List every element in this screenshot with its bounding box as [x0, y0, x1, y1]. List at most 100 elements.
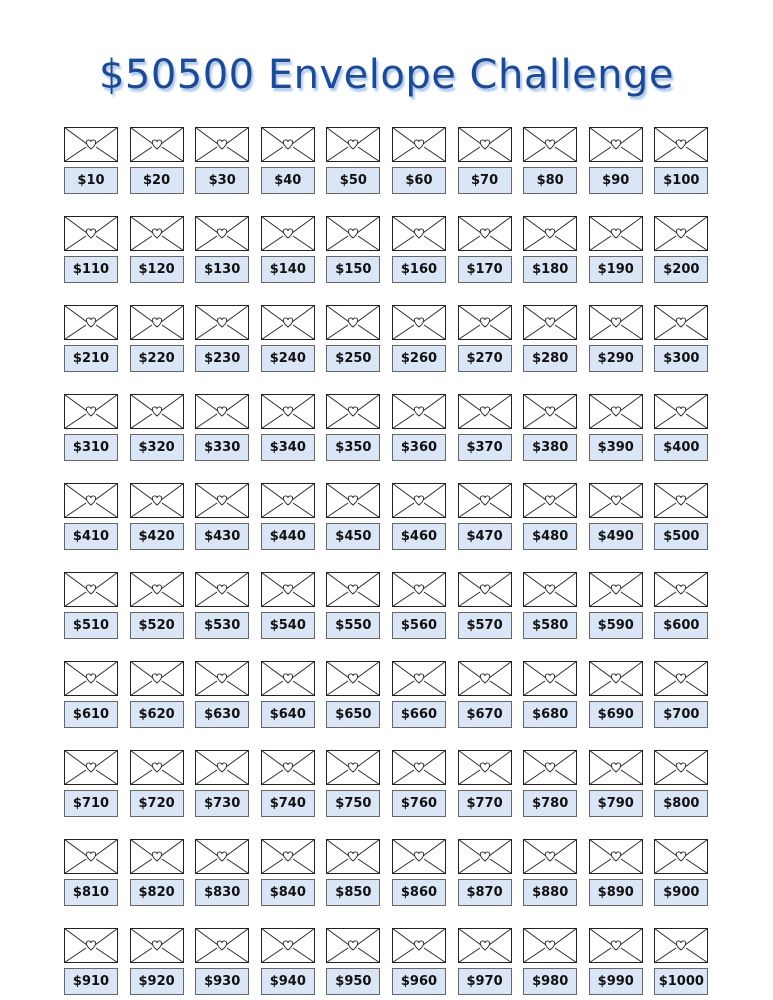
envelope-with-heart-icon — [523, 305, 578, 340]
envelope-cell: $10 — [64, 127, 118, 194]
envelope-with-heart-icon — [64, 661, 118, 696]
envelope-amount: $450 — [326, 523, 381, 550]
envelope-with-heart-icon — [260, 394, 315, 429]
envelope-amount: $990 — [588, 968, 643, 995]
envelope-cell: $670 — [457, 661, 512, 728]
envelope-with-heart-icon — [260, 750, 315, 785]
envelope-with-heart-icon — [457, 572, 512, 607]
envelope-amount: $160 — [391, 256, 446, 283]
envelope-cell: $760 — [391, 750, 446, 817]
envelope-cell: $470 — [457, 483, 512, 550]
envelope-cell: $30 — [195, 127, 250, 194]
envelope-amount: $360 — [391, 434, 446, 461]
envelope-with-heart-icon — [523, 839, 578, 874]
envelope-cell: $640 — [260, 661, 315, 728]
envelope-cell: $440 — [260, 483, 315, 550]
envelope-cell: $520 — [129, 572, 184, 639]
envelope-amount: $740 — [260, 790, 315, 817]
envelope-amount: $270 — [457, 345, 512, 372]
envelope-amount: $180 — [523, 256, 578, 283]
envelope-amount: $590 — [588, 612, 643, 639]
envelope-with-heart-icon — [129, 483, 184, 518]
envelope-cell: $970 — [457, 928, 512, 995]
envelope-amount: $110 — [64, 256, 118, 283]
envelope-amount: $170 — [457, 256, 512, 283]
envelope-amount: $1000 — [654, 968, 709, 995]
envelope-cell: $590 — [588, 572, 643, 639]
envelope-cell: $260 — [391, 305, 446, 372]
envelope-cell: $890 — [588, 839, 643, 906]
envelope-cell: $920 — [129, 928, 184, 995]
envelope-cell: $550 — [326, 572, 381, 639]
envelope-cell: $740 — [260, 750, 315, 817]
envelope-cell: $830 — [195, 839, 250, 906]
envelope-amount: $290 — [588, 345, 643, 372]
envelope-with-heart-icon — [326, 305, 381, 340]
envelope-cell: $230 — [195, 305, 250, 372]
envelope-amount: $130 — [195, 256, 250, 283]
envelope-cell: $90 — [588, 127, 643, 194]
envelope-with-heart-icon — [588, 483, 643, 518]
envelope-with-heart-icon — [260, 839, 315, 874]
envelope-cell: $410 — [64, 483, 118, 550]
envelope-amount: $310 — [64, 434, 118, 461]
envelope-cell: $570 — [457, 572, 512, 639]
envelope-cell: $980 — [523, 928, 578, 995]
envelope-with-heart-icon — [195, 661, 250, 696]
envelope-with-heart-icon — [654, 750, 709, 785]
envelope-with-heart-icon — [654, 661, 709, 696]
envelope-with-heart-icon — [391, 928, 446, 963]
envelope-amount: $190 — [588, 256, 643, 283]
envelope-amount: $120 — [129, 256, 184, 283]
envelope-amount: $540 — [260, 612, 315, 639]
envelope-with-heart-icon — [588, 127, 643, 162]
envelope-amount: $690 — [588, 701, 643, 728]
envelope-cell: $100 — [654, 127, 709, 194]
envelope-cell: $650 — [326, 661, 381, 728]
envelope-cell: $350 — [326, 394, 381, 461]
envelope-cell: $200 — [654, 216, 709, 283]
envelope-amount: $610 — [64, 701, 118, 728]
envelope-cell: $430 — [195, 483, 250, 550]
envelope-with-heart-icon — [523, 394, 578, 429]
envelope-with-heart-icon — [523, 750, 578, 785]
envelope-amount: $420 — [129, 523, 184, 550]
envelope-with-heart-icon — [326, 661, 381, 696]
envelope-cell: $700 — [654, 661, 709, 728]
envelope-with-heart-icon — [260, 216, 315, 251]
envelope-cell: $660 — [391, 661, 446, 728]
envelope-with-heart-icon — [523, 216, 578, 251]
envelope-amount: $220 — [129, 345, 184, 372]
envelope-with-heart-icon — [654, 216, 709, 251]
envelope-amount: $550 — [326, 612, 381, 639]
envelope-cell: $580 — [523, 572, 578, 639]
envelope-with-heart-icon — [326, 483, 381, 518]
envelope-with-heart-icon — [129, 394, 184, 429]
envelope-cell: $860 — [391, 839, 446, 906]
envelope-with-heart-icon — [391, 216, 446, 251]
envelope-cell: $240 — [260, 305, 315, 372]
envelope-with-heart-icon — [523, 127, 578, 162]
envelope-cell: $180 — [523, 216, 578, 283]
envelope-amount: $680 — [523, 701, 578, 728]
envelope-amount: $570 — [457, 612, 512, 639]
envelope-amount: $430 — [195, 523, 250, 550]
envelope-cell: $50 — [326, 127, 381, 194]
envelope-amount: $210 — [64, 345, 118, 372]
envelope-cell: $540 — [260, 572, 315, 639]
envelope-cell: $910 — [64, 928, 118, 995]
envelope-with-heart-icon — [129, 572, 184, 607]
envelope-cell: $150 — [326, 216, 381, 283]
envelope-cell: $950 — [326, 928, 381, 995]
envelope-with-heart-icon — [588, 305, 643, 340]
envelope-amount: $440 — [260, 523, 315, 550]
envelope-cell: $290 — [588, 305, 643, 372]
envelope-with-heart-icon — [457, 839, 512, 874]
envelope-cell: $40 — [260, 127, 315, 194]
envelope-amount: $510 — [64, 612, 118, 639]
envelope-cell: $110 — [64, 216, 118, 283]
envelope-with-heart-icon — [391, 305, 446, 340]
envelope-amount: $930 — [195, 968, 250, 995]
envelope-with-heart-icon — [260, 483, 315, 518]
envelope-cell: $210 — [64, 305, 118, 372]
